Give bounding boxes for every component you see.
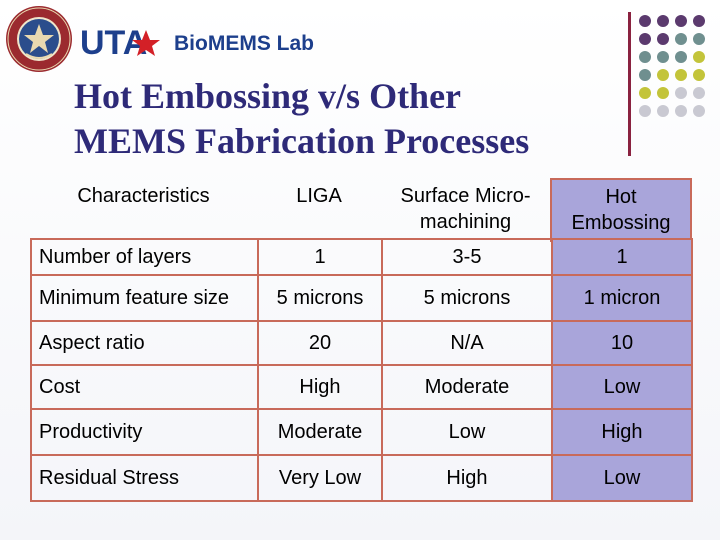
liga-cell: 5 microns	[257, 274, 383, 322]
row-label-cell: Productivity	[30, 408, 259, 456]
row-label-cell: Minimum feature size	[30, 274, 259, 322]
surface-micromachining-cell: 3-5	[381, 238, 553, 276]
table-row: Productivity Moderate Low High	[30, 408, 693, 456]
title-line-2: MEMS Fabrication Processes	[74, 121, 530, 161]
liga-cell: Very Low	[257, 454, 383, 502]
liga-cell: 1	[257, 238, 383, 276]
lab-name: BioMEMS Lab	[174, 32, 314, 55]
star-icon	[132, 30, 160, 56]
table-row: Cost High Moderate Low	[30, 364, 693, 410]
table-row: Aspect ratio 20 N/A 10	[30, 320, 693, 366]
hot-embossing-cell: High	[551, 408, 693, 456]
surface-micromachining-cell: 5 microns	[381, 274, 553, 322]
title-line-1: Hot Embossing v/s Other	[74, 76, 462, 116]
decorative-dot-grid	[639, 15, 705, 117]
row-label-cell: Number of layers	[30, 238, 259, 276]
surface-micromachining-cell: Moderate	[381, 364, 553, 410]
liga-cell: 20	[257, 320, 383, 366]
uta-biomems-lab-logo: UTA BioMEMS Lab	[80, 24, 314, 58]
hot-embossing-cell: 1	[551, 238, 693, 276]
dot-row-3	[639, 51, 705, 63]
comparison-table-body: Number of layers 1 3-5 1 Minimum feature siz…	[30, 238, 693, 502]
university-seal-logo	[6, 6, 72, 72]
comparison-table: Characteristics LIGA Surface Micro-machi…	[30, 178, 692, 242]
header-hot-embossing: Hot Embossing	[550, 178, 692, 242]
row-label-cell: Cost	[30, 364, 259, 410]
header-liga: LIGA	[296, 185, 342, 207]
hot-embossing-cell: Low	[551, 364, 693, 410]
table-row: Residual Stress Very Low High Low	[30, 454, 693, 502]
page-title: Hot Embossing v/s Other MEMS Fabrication…	[74, 74, 614, 164]
header-characteristics: Characteristics	[77, 185, 210, 207]
dot-row-6	[639, 105, 705, 117]
surface-micromachining-cell: High	[381, 454, 553, 502]
surface-micromachining-cell: N/A	[381, 320, 553, 366]
surface-micromachining-cell: Low	[381, 408, 553, 456]
liga-cell: High	[257, 364, 383, 410]
table-row: Number of layers 1 3-5 1	[30, 238, 693, 276]
header-surface-micromachining: Surface Micro-machining	[400, 185, 531, 233]
hot-embossing-cell: 10	[551, 320, 693, 366]
row-label-cell: Aspect ratio	[30, 320, 259, 366]
dot-row-4	[639, 69, 705, 81]
liga-cell: Moderate	[257, 408, 383, 456]
dot-row-1	[639, 15, 705, 27]
dot-row-5	[639, 87, 705, 99]
row-label-cell: Residual Stress	[30, 454, 259, 502]
dot-row-2	[639, 33, 705, 45]
table-header-row: Characteristics LIGA Surface Micro-machi…	[30, 178, 692, 242]
vertical-divider	[628, 12, 631, 156]
hot-embossing-cell: 1 micron	[551, 274, 693, 322]
table-row: Minimum feature size 5 microns 5 microns 1 …	[30, 274, 693, 322]
hot-embossing-cell: Low	[551, 454, 693, 502]
